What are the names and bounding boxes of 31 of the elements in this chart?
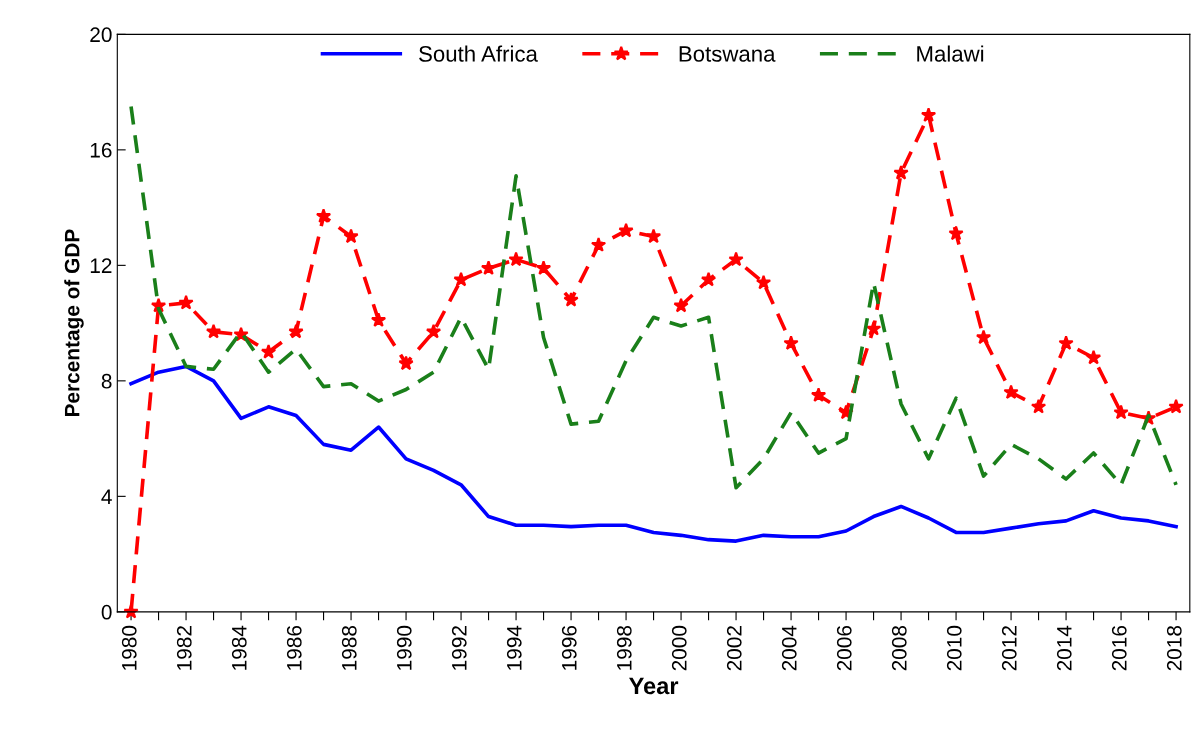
y-tick-label: 12 <box>90 258 112 273</box>
legend-label: Malawi <box>917 45 984 62</box>
x-tick-label: 2014 <box>1056 625 1072 671</box>
x-tick-label: 1990 <box>396 625 412 670</box>
x-tick-label: 1986 <box>286 625 302 670</box>
x-tick-label: 2010 <box>946 625 962 671</box>
x-tick-label: 1980 <box>121 625 137 670</box>
y-axis-title: Percentage of GDP <box>64 229 84 417</box>
y-tick-label: 4 <box>101 489 112 504</box>
x-tick-label: 2016 <box>1111 625 1127 671</box>
x-axis-title: Year <box>629 677 679 695</box>
y-tick-label: 16 <box>90 142 112 158</box>
x-tick-label: 1982 <box>176 626 192 670</box>
x-tick-label: 2004 <box>781 625 797 671</box>
x-tick-label: 1998 <box>616 625 632 670</box>
y-tick-label: 20 <box>90 27 112 43</box>
y-tick-label: 0 <box>101 604 112 620</box>
x-tick-label: 1984 <box>231 625 247 670</box>
x-tick-label: 1988 <box>341 625 357 670</box>
x-tick-label: 2006 <box>836 625 852 671</box>
legend-label: Botswana <box>679 46 776 62</box>
x-tick-label: 2018 <box>1166 625 1182 671</box>
x-tick-label: 1996 <box>561 625 577 670</box>
legend-label: South Africa <box>419 45 538 62</box>
x-tick-label: 1992 <box>451 626 467 670</box>
y-tick-label: 8 <box>101 373 112 389</box>
x-tick-label: 1994 <box>506 625 522 670</box>
x-tick-label: 2000 <box>671 625 687 671</box>
x-tick-label: 2002 <box>726 626 742 671</box>
x-tick-label: 2008 <box>891 625 907 671</box>
x-tick-label: 2012 <box>1001 626 1017 671</box>
